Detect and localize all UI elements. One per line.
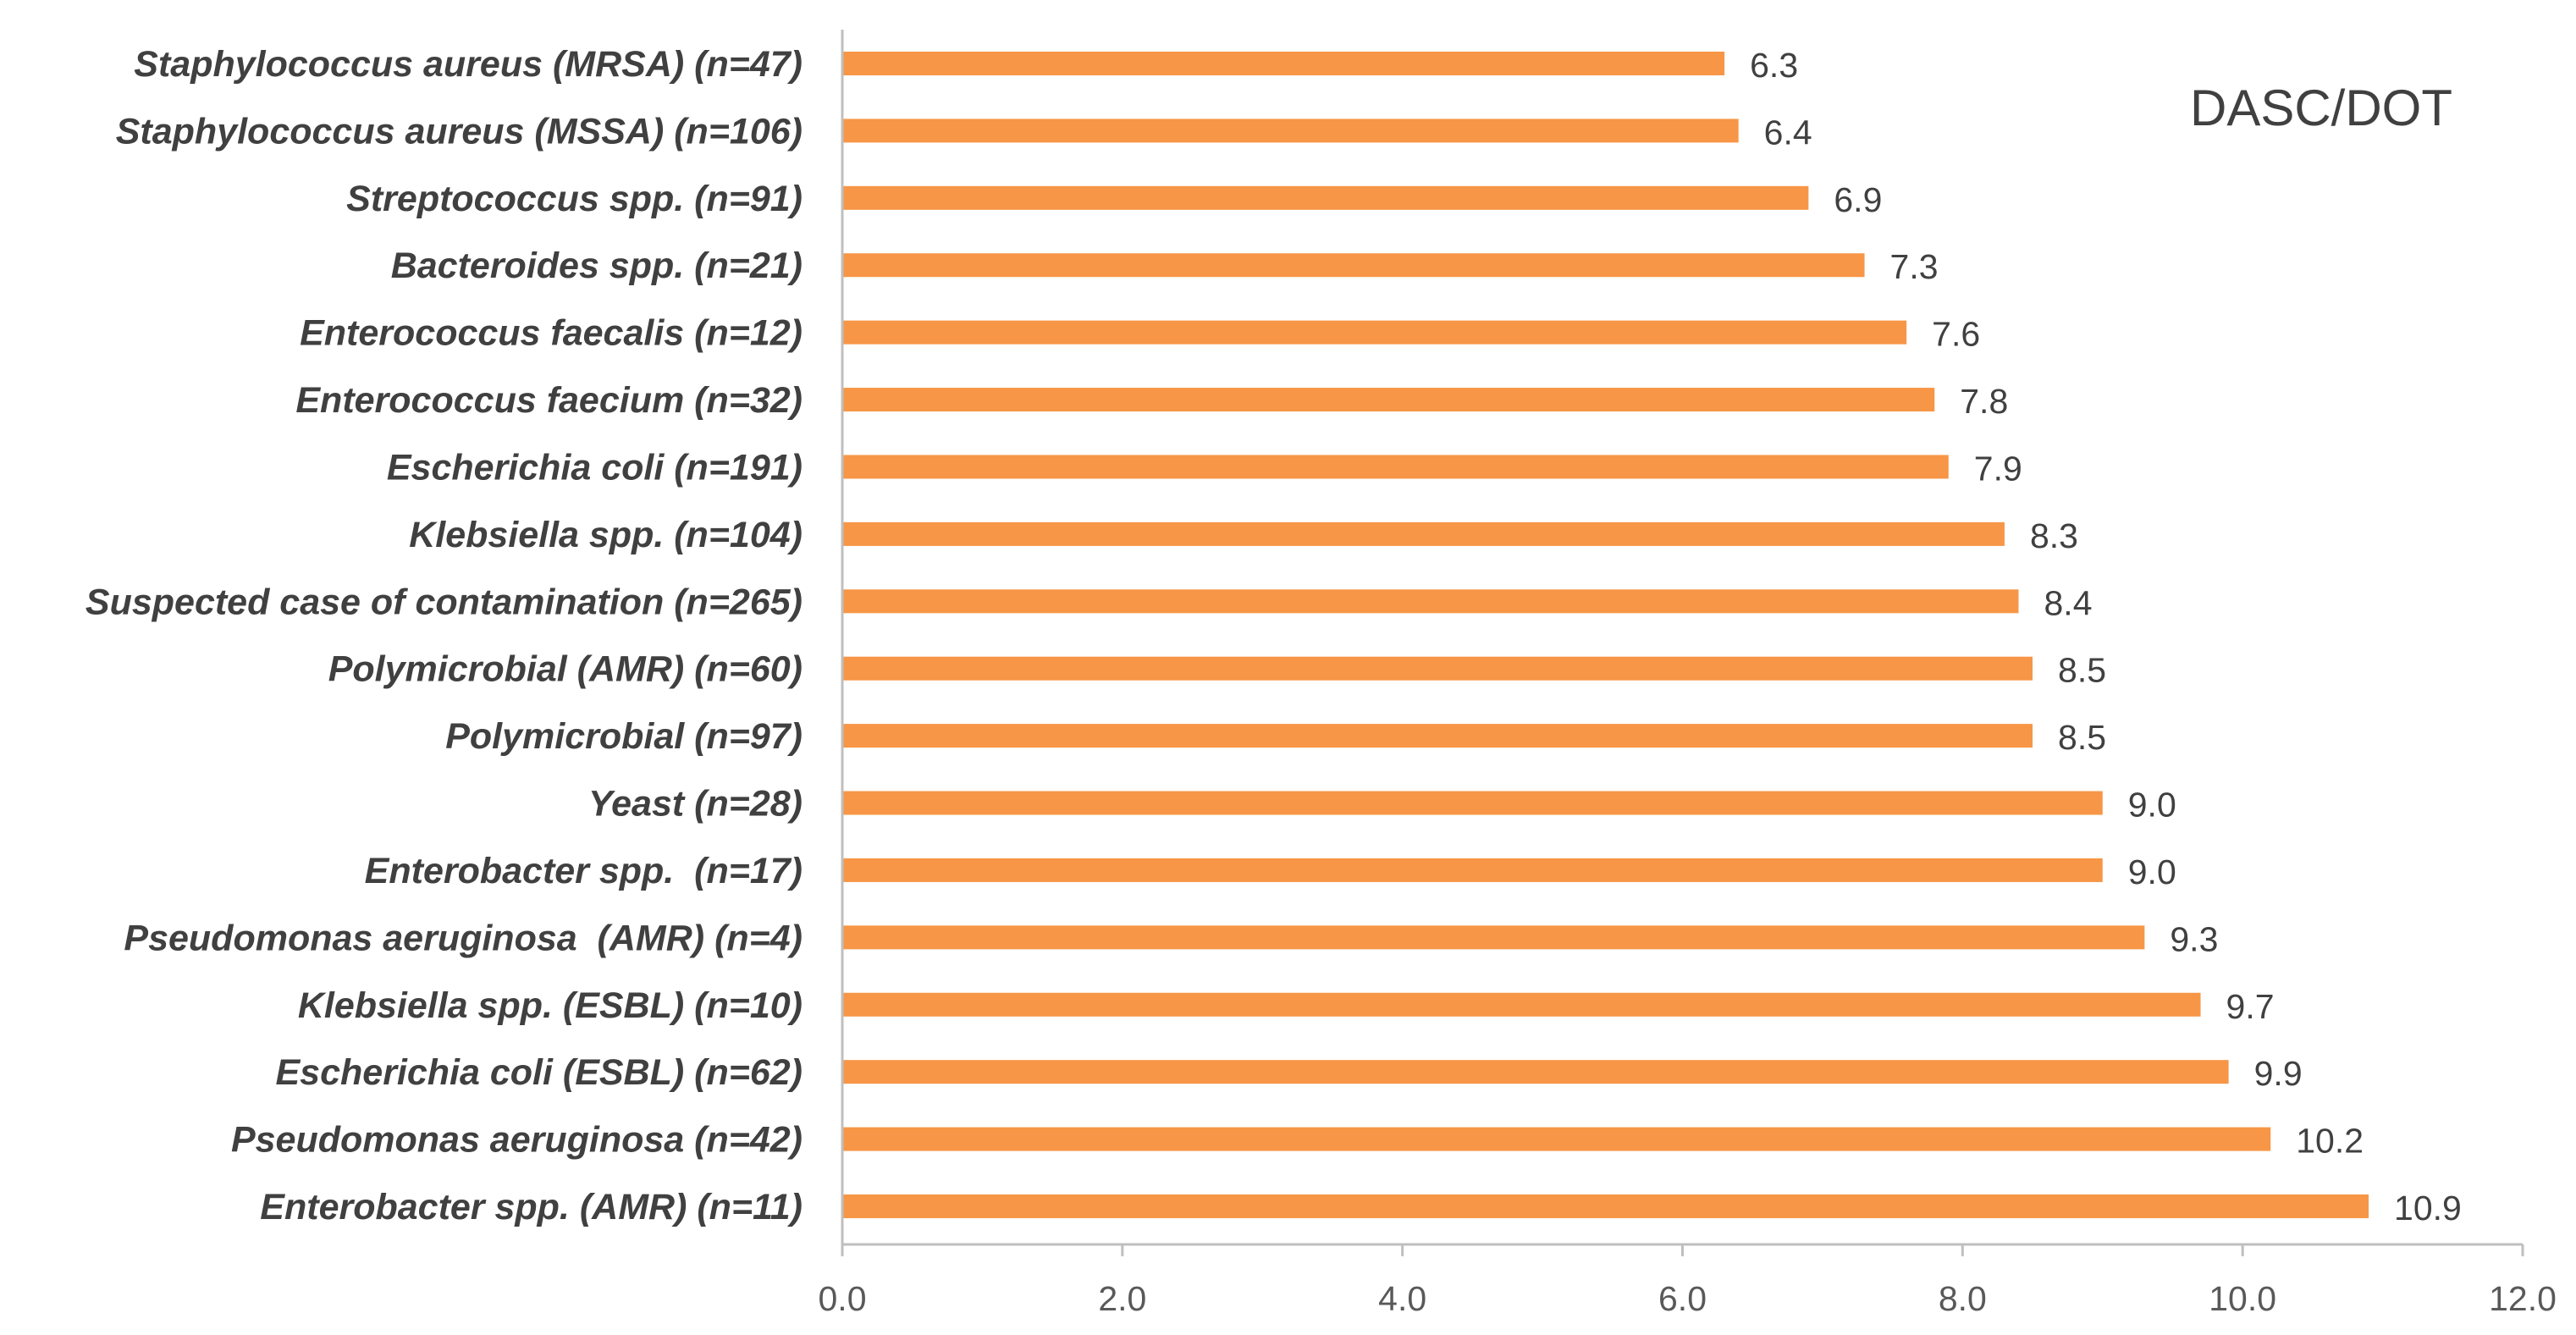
x-tick-label: 6.0	[1658, 1279, 1707, 1318]
value-label: 9.0	[2128, 786, 2176, 825]
x-tick-label: 10.0	[2209, 1279, 2276, 1318]
value-label: 6.3	[1750, 46, 1798, 85]
value-label: 7.9	[1974, 449, 2022, 488]
category-label: Klebsiella spp. (ESBL) (n=10)	[298, 985, 803, 1026]
bar	[842, 253, 1865, 278]
bar	[842, 724, 2033, 748]
bars-group	[842, 52, 2369, 1218]
category-label: Staphylococcus aureus (MSSA) (n=106)	[116, 111, 803, 152]
category-label: Pseudomonas aeruginosa (AMR) (n=4)	[124, 918, 803, 958]
bar	[842, 119, 1739, 143]
value-label: 10.9	[2394, 1189, 2462, 1227]
bar	[842, 925, 2145, 950]
value-label: 6.4	[1764, 113, 1812, 152]
category-label: Staphylococcus aureus (MRSA) (n=47)	[134, 44, 803, 85]
x-ticks-group: 0.0 2.0 4.0 6.0 8.0 10.0 12.0	[819, 1244, 2557, 1318]
x-tick-label: 4.0	[1378, 1279, 1426, 1318]
value-labels-group: 6.3 6.4 6.97.3 7.6 7.8 7.98.3 8.4 8.5 8.5 9.0 9.0 9…	[1750, 46, 2462, 1227]
bar	[842, 388, 1935, 412]
bar	[842, 589, 2019, 614]
value-label: 9.0	[2128, 852, 2176, 891]
category-label: Suspected case of contamination (n=265)	[85, 582, 803, 622]
category-label: Polymicrobial (n=97)	[445, 716, 803, 757]
x-tick-label: 8.0	[1939, 1279, 1987, 1318]
category-label: Enterobacter spp. (AMR) (n=11)	[260, 1187, 803, 1227]
value-label: 8.3	[2030, 516, 2078, 555]
category-label: Klebsiella spp. (n=104)	[409, 515, 803, 555]
bar	[842, 992, 2201, 1017]
category-label: Bacteroides spp. (n=21)	[391, 245, 803, 286]
value-label: 9.9	[2254, 1054, 2303, 1093]
value-label: 9.7	[2226, 987, 2275, 1026]
value-label: 10.2	[2296, 1122, 2364, 1161]
value-label: 7.6	[1932, 315, 1980, 354]
category-label: Escherichia coli (ESBL) (n=62)	[276, 1052, 803, 1093]
bar	[842, 320, 1907, 345]
bar	[842, 656, 2033, 681]
chart-title: DASC/DOT	[2190, 80, 2452, 136]
bar	[842, 1060, 2229, 1084]
bar	[842, 858, 2103, 882]
category-label: Escherichia coli (n=191)	[387, 447, 803, 488]
bar	[842, 791, 2103, 815]
bar	[842, 1127, 2271, 1151]
value-label: 8.5	[2058, 651, 2106, 690]
bar	[842, 185, 1809, 210]
value-label: 8.5	[2058, 718, 2106, 757]
bar	[842, 1194, 2369, 1218]
bar	[842, 455, 1949, 479]
bar	[842, 52, 1725, 75]
category-label: Enterobacter spp. (n=17)	[365, 851, 803, 891]
category-label: Polymicrobial (AMR) (n=60)	[328, 649, 803, 690]
value-label: 9.3	[2170, 919, 2218, 958]
bar	[842, 521, 2005, 546]
category-label: Yeast (n=28)	[588, 784, 803, 825]
category-label: Enterococcus faecalis (n=12)	[300, 313, 803, 354]
value-label: 7.3	[1890, 247, 1939, 286]
value-label: 6.9	[1834, 180, 1882, 219]
category-label: Enterococcus faecium (n=32)	[295, 380, 803, 421]
category-labels-group: Staphylococcus aureus (MRSA) (n=47) Staph…	[85, 44, 803, 1227]
x-tick-label: 2.0	[1098, 1279, 1146, 1318]
x-tick-label: 12.0	[2489, 1279, 2557, 1318]
category-label: Pseudomonas aeruginosa (n=42)	[231, 1120, 803, 1161]
category-label: Streptococcus spp. (n=91)	[346, 179, 803, 219]
value-label: 8.4	[2044, 583, 2093, 622]
x-tick-label: 0.0	[819, 1279, 867, 1318]
value-label: 7.8	[1960, 382, 2008, 421]
